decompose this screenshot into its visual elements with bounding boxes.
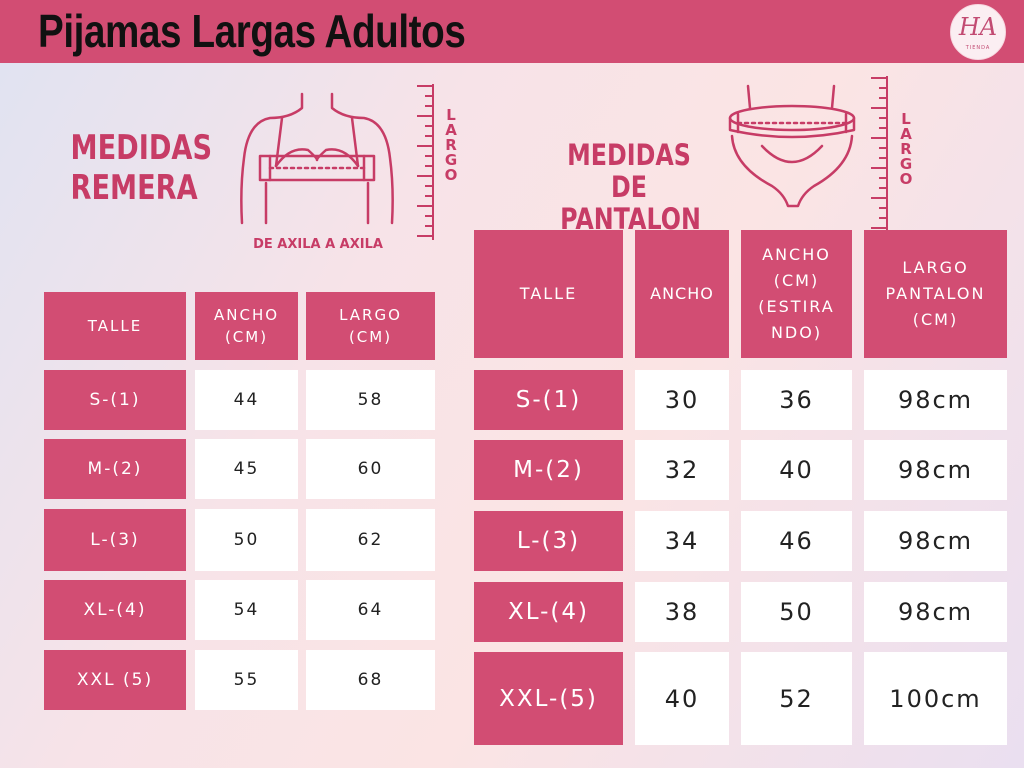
brand-logo: HA TIENDA [950, 4, 1006, 60]
table-cell: 38 [635, 582, 729, 642]
logo-tagline: TIENDA [965, 45, 991, 51]
header-bar: Pijamas Largas Adultos HA TIENDA [0, 0, 1024, 63]
remera-title: MEDIDAS REMERA [70, 128, 213, 208]
table-cell: 64 [306, 580, 435, 640]
ruler-pantalon-icon [871, 76, 888, 232]
axila-label: DE AXILA A AXILA [253, 237, 383, 252]
pantalon-largo-label: LARGO [899, 110, 913, 188]
table-cell: 55 [195, 650, 298, 710]
table-header-cell: ANCHO (CM) (ESTIRA NDO) [741, 230, 852, 358]
table-header-cell: TALLE [44, 292, 186, 360]
table-header-cell: LARGO (CM) [306, 292, 435, 360]
pantalon-title: MEDIDAS DE PANTALON [560, 138, 701, 236]
table-size-label: XXL-(5) [474, 652, 623, 745]
page-title: Pijamas Largas Adultos [38, 5, 466, 57]
table-header-cell: LARGO PANTALON (CM) [864, 230, 1007, 358]
table-cell: 98cm [864, 440, 1007, 500]
table-size-label: S-(1) [474, 370, 623, 430]
pantalon-title-line1: MEDIDAS DE [567, 138, 691, 204]
table-cell: 62 [306, 509, 435, 571]
table-cell: 52 [741, 652, 852, 745]
table-size-label: S-(1) [44, 370, 186, 430]
table-size-label: XL-(4) [474, 582, 623, 642]
pantalon-title-line2: PANTALON [560, 202, 701, 236]
table-cell: 54 [195, 580, 298, 640]
table-cell: 98cm [864, 511, 1007, 571]
table-cell: 68 [306, 650, 435, 710]
table-cell: 50 [741, 582, 852, 642]
table-header-cell: ANCHO (CM) [195, 292, 298, 360]
table-cell: 98cm [864, 370, 1007, 430]
table-size-label: L-(3) [474, 511, 623, 571]
shirt-diagram-icon [240, 92, 394, 225]
remera-title-line1: MEDIDAS [70, 128, 213, 168]
remera-largo-label: LARGO [444, 106, 458, 184]
table-cell: 98cm [864, 582, 1007, 642]
table-cell: 46 [741, 511, 852, 571]
table-cell: 100cm [864, 652, 1007, 745]
table-size-label: XL-(4) [44, 580, 186, 640]
table-cell: 32 [635, 440, 729, 500]
table-size-label: L-(3) [44, 509, 186, 571]
table-cell: 34 [635, 511, 729, 571]
table-cell: 60 [306, 439, 435, 499]
remera-title-line2: REMERA [70, 168, 198, 208]
table-cell: 58 [306, 370, 435, 430]
logo-initials: HA [958, 13, 998, 41]
table-size-label: XXL (5) [44, 650, 186, 710]
table-cell: 44 [195, 370, 298, 430]
table-cell: 36 [741, 370, 852, 430]
table-cell: 40 [741, 440, 852, 500]
table-cell: 40 [635, 652, 729, 745]
table-header-cell: TALLE [474, 230, 623, 358]
table-cell: 45 [195, 439, 298, 499]
table-header-cell: ANCHO [635, 230, 729, 358]
table-size-label: M-(2) [44, 439, 186, 499]
table-size-label: M-(2) [474, 440, 623, 500]
table-cell: 50 [195, 509, 298, 571]
ruler-remera-icon [417, 84, 434, 240]
table-cell: 30 [635, 370, 729, 430]
pants-diagram-icon [728, 84, 856, 208]
